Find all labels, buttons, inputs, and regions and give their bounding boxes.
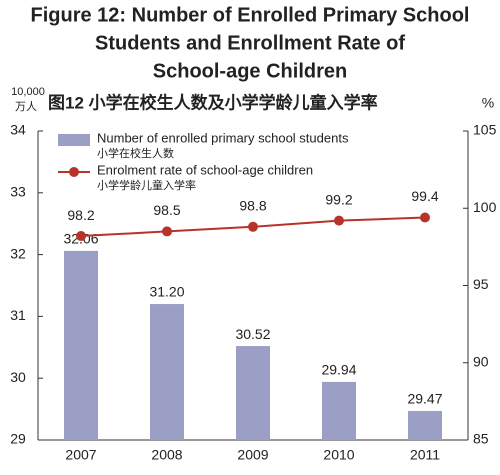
y2-axis-unit: % (482, 95, 494, 111)
line-value-label: 98.8 (239, 197, 266, 213)
x-tick-label: 2011 (410, 447, 440, 463)
chart-title: Students and Enrollment Rate of (95, 32, 405, 54)
line-value-label: 99.2 (325, 191, 352, 207)
y2-tick-label: 85 (473, 431, 489, 447)
legend-label: Number of enrolled primary school studen… (97, 130, 349, 145)
line-point (162, 226, 172, 237)
bar (322, 381, 356, 440)
bar-value-label: 31.20 (149, 284, 184, 300)
y2-tick-label: 90 (473, 353, 489, 369)
line-value-label: 99.4 (411, 188, 438, 204)
chart-title: School-age Children (153, 60, 347, 82)
y2-tick-label: 100 (473, 199, 497, 215)
bar (150, 304, 184, 440)
line-value-label: 98.2 (67, 207, 94, 223)
y-tick-label: 34 (10, 122, 26, 138)
bar-value-label: 29.47 (407, 391, 442, 407)
y-axis-unit: 万人 (15, 100, 37, 113)
y-tick-label: 33 (10, 184, 26, 200)
line-point (420, 212, 430, 223)
line-point (334, 215, 344, 226)
bar (64, 250, 98, 440)
bar-value-label: 30.52 (235, 326, 270, 342)
legend-label: 小学在校生人数 (97, 146, 174, 160)
y-tick-label: 31 (10, 307, 26, 323)
y2-tick-label: 95 (473, 276, 489, 292)
y-tick-label: 30 (10, 369, 26, 385)
x-tick-label: 2010 (323, 447, 354, 463)
x-tick-label: 2007 (65, 447, 96, 463)
x-tick-label: 2008 (151, 447, 182, 463)
y-tick-label: 32 (10, 245, 26, 261)
x-tick-label: 2009 (237, 447, 268, 463)
line-point (248, 221, 258, 232)
legend-swatch (69, 167, 79, 177)
legend-label: 小学学龄儿童入学率 (97, 178, 196, 192)
bar-value-label: 29.94 (321, 362, 356, 378)
line-point (76, 231, 86, 242)
chart-subtitle: 图12 小学在校生人数及小学学龄儿童入学率 (48, 92, 378, 112)
bar (408, 410, 442, 440)
y-axis-unit: 10,000 (11, 86, 45, 98)
bar (236, 346, 270, 440)
chart-title: Figure 12: Number of Enrolled Primary Sc… (31, 4, 470, 26)
y2-tick-label: 105 (473, 122, 497, 138)
y-tick-label: 29 (10, 431, 26, 447)
line-value-label: 98.5 (153, 202, 180, 218)
legend-swatch (58, 134, 90, 146)
legend-label: Enrolment rate of school-age children (97, 162, 313, 177)
